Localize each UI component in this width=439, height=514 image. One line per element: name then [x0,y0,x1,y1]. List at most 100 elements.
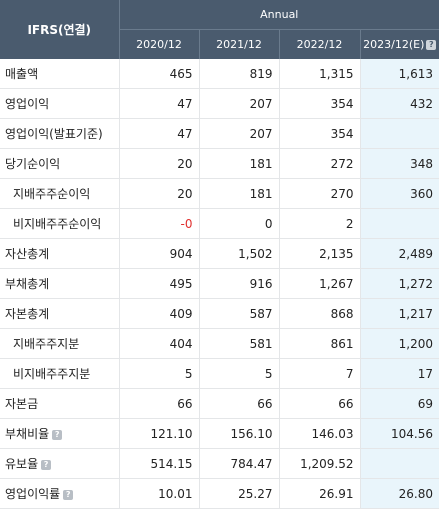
help-icon[interactable]: ? [52,430,63,440]
row-label-text: 자본총계 [5,307,50,321]
value-cell: 868 [278,298,360,329]
estimate-cell: 348 [359,148,439,179]
table-row: 자산총계 904 1,502 2,135 2,489 [0,238,439,269]
value-cell: 47 [118,88,199,119]
year-header: 2020/12 [118,29,199,59]
table-header: IFRS(연결) Annual 2020/12 2021/12 2022/12 … [0,0,439,59]
row-label[interactable]: 비지배주주지분 [0,358,119,389]
table-row: 영업이익 47 207 354 432 [0,88,439,119]
estimate-cell [359,208,439,239]
estimate-cell [359,118,439,149]
value-cell: 1,502 [198,238,279,269]
value-cell: 181 [198,148,279,179]
estimate-cell: 432 [359,88,439,119]
row-label-text: 자본금 [5,397,39,411]
estimate-cell: 1,200 [359,328,439,359]
value-cell: 409 [118,298,199,329]
value-cell: 20 [118,148,199,179]
value-cell: 1,315 [278,59,360,89]
row-label-text: 유보율 [5,457,39,471]
help-icon[interactable]: ? [426,40,437,50]
row-label[interactable]: 부채비율? [0,418,119,449]
value-cell: 207 [198,88,279,119]
row-label[interactable]: 자본금 [0,388,119,419]
value-cell: 5 [198,358,279,389]
year-header-label: 2023/12(E) [363,38,425,51]
row-label-text: 부채총계 [5,277,50,291]
ifrs-header: IFRS(연결) [0,0,119,59]
row-label-text: 영업이익률 [5,487,61,501]
table-row: 부채비율? 121.10 156.10 146.03 104.56 [0,418,439,449]
row-label-text: 비지배주주순이익 [13,217,102,231]
row-label[interactable]: 당기순이익 [0,148,119,179]
row-label[interactable]: 자본총계 [0,298,119,329]
value-cell: 181 [198,178,279,209]
table-row: 자본금 66 66 66 69 [0,388,439,419]
value-cell: 66 [198,388,279,419]
value-cell: 66 [118,388,199,419]
year-header: 2022/12 [278,29,360,59]
row-label[interactable]: 유보율? [0,448,119,479]
estimate-cell: 1,217 [359,298,439,329]
row-label[interactable]: 매출액 [0,59,119,89]
value-cell: 207 [198,118,279,149]
value-cell: 819 [198,59,279,89]
table-row: 매출액 465 819 1,315 1,613 [0,59,439,89]
row-label[interactable]: 지배주주순이익 [0,178,119,209]
table-row: 영업이익(발표기준) 47 207 354 [0,118,439,149]
value-cell: 861 [278,328,360,359]
row-label[interactable]: 영업이익(발표기준) [0,118,119,149]
help-icon[interactable]: ? [41,460,52,470]
value-cell: 495 [118,268,199,299]
value-cell: 10.01 [118,478,199,509]
estimate-cell: 360 [359,178,439,209]
row-label-text: 영업이익 [5,97,50,111]
table-row: 자본총계 409 587 868 1,217 [0,298,439,329]
row-label-text: 영업이익(발표기준) [5,127,103,141]
value-cell: 354 [278,118,360,149]
value-cell: 904 [118,238,199,269]
value-cell: 514.15 [118,448,199,479]
table-row: 부채총계 495 916 1,267 1,272 [0,268,439,299]
table-row: 지배주주지분 404 581 861 1,200 [0,328,439,359]
table-row: 당기순이익 20 181 272 348 [0,148,439,179]
row-label[interactable]: 부채총계 [0,268,119,299]
value-cell: 146.03 [278,418,360,449]
estimate-cell [359,448,439,479]
table-row: 비지배주주순이익 -0 0 2 [0,208,439,239]
help-icon[interactable]: ? [63,490,74,500]
value-cell: 916 [198,268,279,299]
table-row: 영업이익률? 10.01 25.27 26.91 26.80 [0,478,439,509]
value-cell: 66 [278,388,360,419]
row-label-text: 자산총계 [5,247,50,261]
row-label[interactable]: 자산총계 [0,238,119,269]
value-cell: 26.91 [278,478,360,509]
row-label[interactable]: 영업이익률? [0,478,119,509]
estimate-cell: 104.56 [359,418,439,449]
row-label-text: 당기순이익 [5,157,61,171]
row-label-text: 매출액 [5,67,39,81]
table-row: 비지배주주지분 5 5 7 17 [0,358,439,389]
value-cell: 47 [118,118,199,149]
value-cell: 2,135 [278,238,360,269]
value-cell: 2 [278,208,360,239]
year-header: 2021/12 [198,29,279,59]
value-cell: 1,209.52 [278,448,360,479]
value-cell: -0 [118,208,199,239]
value-cell: 270 [278,178,360,209]
row-label[interactable]: 지배주주지분 [0,328,119,359]
row-label[interactable]: 영업이익 [0,88,119,119]
value-cell: 581 [198,328,279,359]
value-cell: 587 [198,298,279,329]
value-cell: 354 [278,88,360,119]
estimate-cell: 69 [359,388,439,419]
row-label-text: 지배주주순이익 [13,187,91,201]
table-row: 유보율? 514.15 784.47 1,209.52 [0,448,439,479]
row-label[interactable]: 비지배주주순이익 [0,208,119,239]
estimate-cell: 1,272 [359,268,439,299]
row-label-text: 비지배주주지분 [13,367,91,381]
value-cell: 156.10 [198,418,279,449]
value-cell: 20 [118,178,199,209]
table-body: 매출액 465 819 1,315 1,613 영업이익 47 207 354 432 영업이익(발… [0,59,439,509]
